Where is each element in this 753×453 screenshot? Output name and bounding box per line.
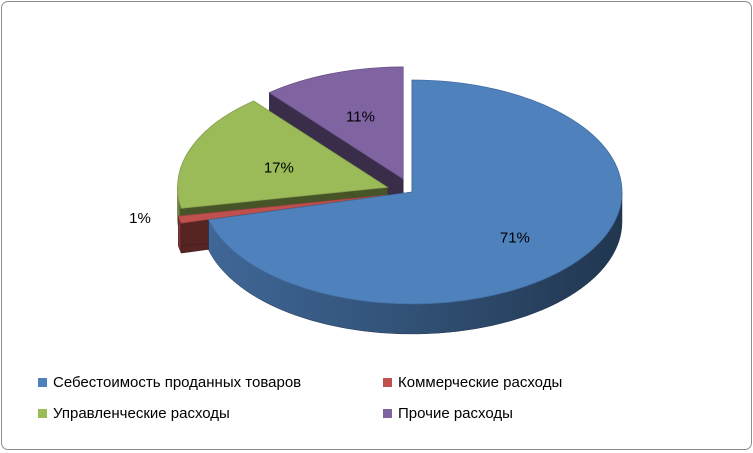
legend-item: Прочие расходы xyxy=(383,405,653,422)
slice-top-face xyxy=(268,66,404,180)
data-label: 11% xyxy=(346,109,375,126)
slice-cost-of-goods xyxy=(207,79,623,335)
legend-item: Управленческие расходы xyxy=(38,405,383,422)
legend-swatch-icon xyxy=(383,409,392,418)
data-label: 71% xyxy=(500,230,530,247)
slice-top-face xyxy=(177,194,385,224)
data-label: 1% xyxy=(129,210,151,227)
legend: Себестоимость проданных товаров Коммерче… xyxy=(38,374,658,422)
slice-top-face xyxy=(207,79,623,305)
legend-swatch-icon xyxy=(38,378,47,387)
legend-label: Коммерческие расходы xyxy=(398,374,563,391)
legend-label: Управленческие расходы xyxy=(53,405,230,422)
legend-label: Себестоимость проданных товаров xyxy=(53,374,302,391)
data-label: 17% xyxy=(264,159,294,176)
slice-top-face xyxy=(177,100,389,209)
legend-swatch-icon xyxy=(383,378,392,387)
legend-swatch-icon xyxy=(38,409,47,418)
legend-label: Прочие расходы xyxy=(398,405,513,422)
legend-item: Себестоимость проданных товаров xyxy=(38,374,383,391)
legend-item: Коммерческие расходы xyxy=(383,374,653,391)
